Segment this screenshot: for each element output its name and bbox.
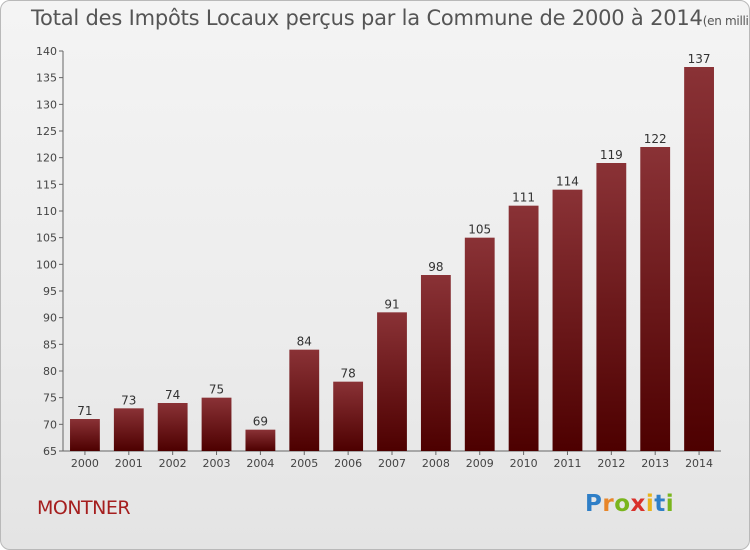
bar-value-label: 98 <box>428 260 443 274</box>
x-tick-label: 2000 <box>71 457 99 470</box>
x-tick-label: 2005 <box>290 457 318 470</box>
bar-value-label: 78 <box>340 367 355 381</box>
x-tick-label: 2007 <box>378 457 406 470</box>
chart-title-unit: (en milliers d'€) <box>702 14 749 28</box>
chart-title-main: Total des Impôts Locaux perçus par la Co… <box>31 6 703 30</box>
commune-name: MONTNER <box>37 497 131 519</box>
x-tick-label: 2008 <box>422 457 450 470</box>
y-tick-label: 65 <box>43 445 57 458</box>
logo-letter: i <box>665 491 675 517</box>
bar <box>377 312 407 451</box>
bar-value-label: 84 <box>297 335 312 349</box>
bar <box>420 275 451 451</box>
x-tick-label: 2002 <box>159 457 187 470</box>
y-tick-label: 125 <box>36 125 57 138</box>
bar <box>640 147 671 451</box>
bar <box>245 429 276 451</box>
logo-letter: i <box>645 491 655 517</box>
bar-value-label: 122 <box>644 132 667 146</box>
y-tick-label: 120 <box>36 152 57 165</box>
bar <box>464 237 495 451</box>
chart-title: Total des Impôts Locaux perçus par la Co… <box>31 6 749 30</box>
x-tick-label: 2003 <box>203 457 231 470</box>
bar <box>333 381 364 451</box>
logo-letter: P <box>585 491 603 517</box>
y-tick-label: 75 <box>43 392 57 405</box>
proxiti-logo: Proxiti <box>585 491 674 517</box>
bar <box>508 205 539 451</box>
bar-value-label: 74 <box>165 388 180 402</box>
bar-value-label: 75 <box>209 383 224 397</box>
x-tick-label: 2009 <box>466 457 494 470</box>
bar <box>684 67 714 451</box>
bar <box>552 189 583 451</box>
x-tick-label: 2006 <box>334 457 362 470</box>
x-tick-label: 2004 <box>246 457 274 470</box>
x-tick-label: 2010 <box>510 457 538 470</box>
y-tick-label: 70 <box>43 418 57 431</box>
bar-value-label: 73 <box>121 393 136 407</box>
bar-value-label: 119 <box>600 148 623 162</box>
bar-value-label: 111 <box>512 191 535 205</box>
bar-value-label: 71 <box>77 404 92 418</box>
bar-value-label: 137 <box>688 52 711 66</box>
logo-letter: r <box>602 491 615 517</box>
bar <box>289 349 320 451</box>
y-tick-label: 115 <box>36 178 57 191</box>
x-tick-label: 2014 <box>685 457 713 470</box>
y-tick-label: 140 <box>36 45 57 58</box>
bar <box>596 163 627 451</box>
x-tick-label: 2013 <box>641 457 669 470</box>
y-tick-label: 130 <box>36 98 57 111</box>
y-tick-label: 90 <box>43 312 57 325</box>
logo-letter: t <box>654 491 666 517</box>
y-tick-label: 100 <box>36 258 57 271</box>
bar <box>157 403 188 451</box>
y-tick-label: 110 <box>36 205 57 218</box>
y-tick-label: 95 <box>43 285 57 298</box>
y-tick-label: 85 <box>43 338 57 351</box>
bar <box>70 419 100 451</box>
logo-letter: x <box>630 491 646 517</box>
logo-letter: o <box>614 491 631 517</box>
x-tick-label: 2012 <box>597 457 625 470</box>
bar-value-label: 69 <box>253 415 268 429</box>
x-tick-label: 2001 <box>115 457 143 470</box>
bar-value-label: 91 <box>384 297 399 311</box>
bar <box>113 408 144 451</box>
y-tick-label: 135 <box>36 72 57 85</box>
bar-value-label: 114 <box>556 175 579 189</box>
bar <box>201 397 232 451</box>
y-tick-label: 80 <box>43 365 57 378</box>
y-tick-label: 105 <box>36 232 57 245</box>
bar-value-label: 105 <box>468 223 491 237</box>
x-tick-label: 2011 <box>553 457 581 470</box>
